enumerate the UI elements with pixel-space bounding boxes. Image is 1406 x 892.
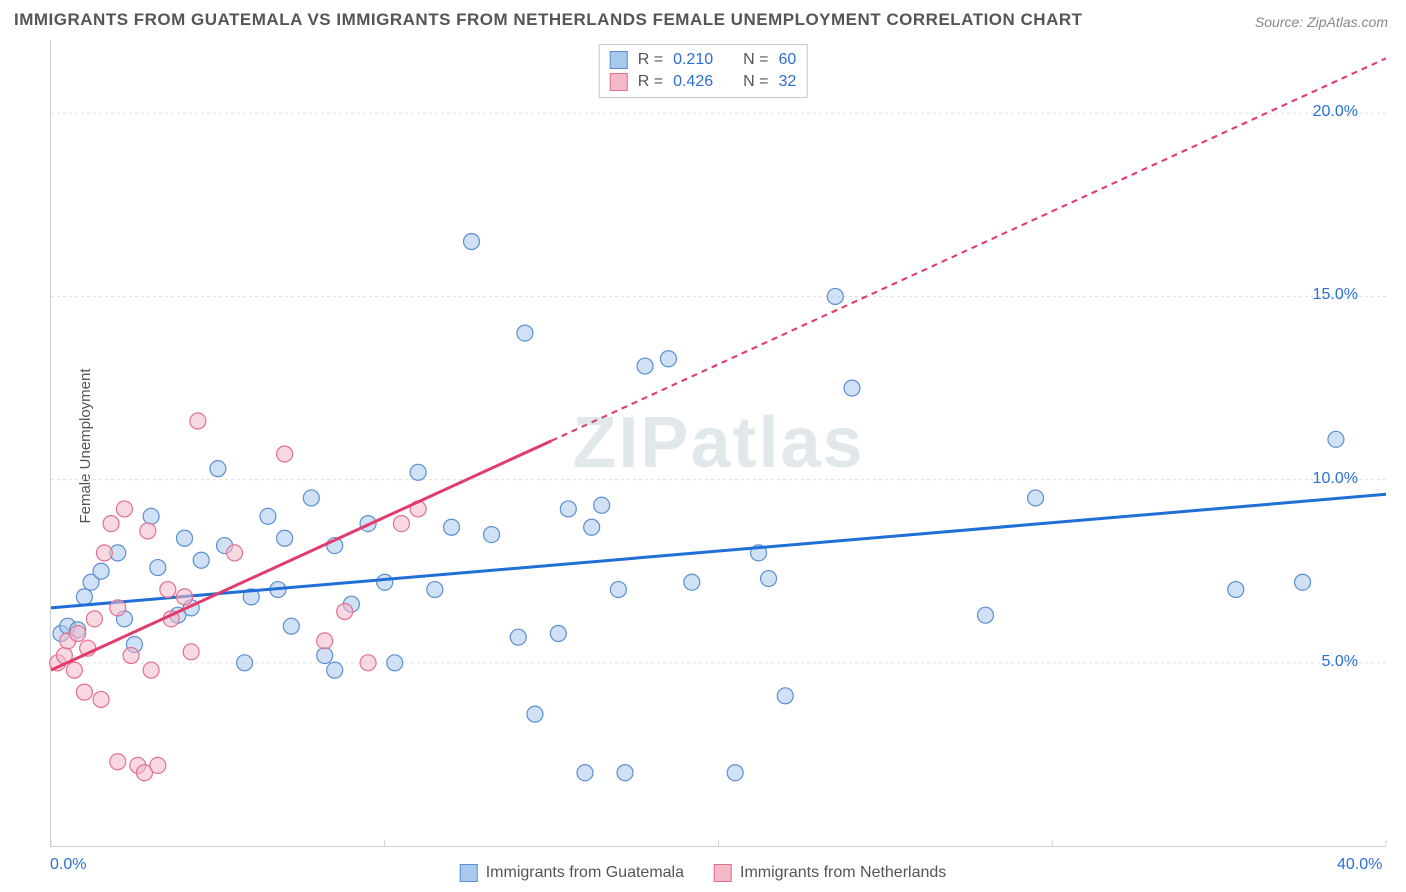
n-value: 32: [778, 73, 796, 91]
n-value: 60: [778, 51, 796, 69]
source-label: Source: ZipAtlas.com: [1255, 14, 1388, 30]
y-tick-label: 15.0%: [1313, 286, 1358, 304]
correlation-legend: R = 0.210 N = 60 R = 0.426 N = 32: [599, 44, 808, 98]
x-tick-label: 40.0%: [1337, 856, 1382, 874]
swatch-icon: [610, 73, 628, 91]
legend-label: Immigrants from Netherlands: [740, 864, 946, 882]
swatch-icon: [714, 864, 732, 882]
r-label: R =: [638, 51, 663, 69]
chart-container: IMMIGRANTS FROM GUATEMALA VS IMMIGRANTS …: [0, 0, 1406, 892]
legend-row-netherlands: R = 0.426 N = 32: [610, 71, 797, 93]
x-tick-label: 0.0%: [50, 856, 86, 874]
swatch-icon: [610, 51, 628, 69]
y-tick-label: 5.0%: [1322, 653, 1358, 671]
y-tick-label: 10.0%: [1313, 470, 1358, 488]
legend-item-netherlands: Immigrants from Netherlands: [714, 864, 946, 882]
series-legend: Immigrants from Guatemala Immigrants fro…: [460, 864, 947, 882]
chart-title: IMMIGRANTS FROM GUATEMALA VS IMMIGRANTS …: [14, 10, 1083, 30]
legend-label: Immigrants from Guatemala: [486, 864, 684, 882]
scatter-plot-svg: [51, 40, 1386, 846]
swatch-icon: [460, 864, 478, 882]
y-tick-label: 20.0%: [1313, 103, 1358, 121]
legend-item-guatemala: Immigrants from Guatemala: [460, 864, 684, 882]
plot-area: ZIPatlas 5.0%10.0%15.0%20.0%: [50, 40, 1386, 847]
n-label: N =: [743, 51, 768, 69]
r-value: 0.210: [673, 51, 713, 69]
n-label: N =: [743, 73, 768, 91]
r-value: 0.426: [673, 73, 713, 91]
r-label: R =: [638, 73, 663, 91]
legend-row-guatemala: R = 0.210 N = 60: [610, 49, 797, 71]
